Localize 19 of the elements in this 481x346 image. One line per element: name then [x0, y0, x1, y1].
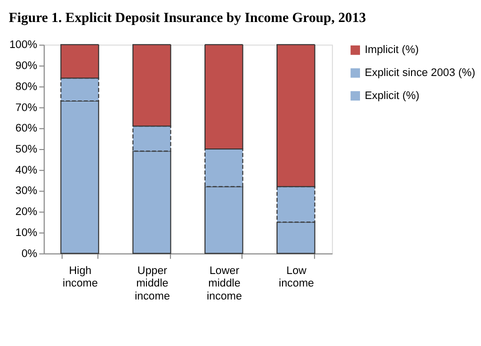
- y-tick-label: 90%: [15, 60, 38, 72]
- x-tick-label: Low income: [278, 264, 314, 290]
- y-tick-label: 60%: [15, 122, 38, 135]
- y-tick-label: 40%: [15, 164, 38, 176]
- legend-label: Explicit (%): [364, 90, 420, 102]
- y-tick-label: 80%: [15, 80, 38, 93]
- legend-label: Implicit (%): [364, 44, 419, 56]
- y-tick-label: 10%: [15, 226, 38, 239]
- y-tick-label: 30%: [15, 185, 38, 198]
- y-tick-label: 20%: [15, 206, 38, 218]
- y-tick-label: 50%: [15, 144, 38, 156]
- x-tick-label: Upper middle income: [134, 264, 170, 303]
- y-tick-label: 100%: [9, 39, 38, 52]
- y-tick-label: 0%: [21, 248, 38, 260]
- x-tick-label: Lower middle income: [206, 264, 242, 303]
- chart-title: Figure 1. Explicit Deposit Insurance by Income Group, 2013: [8, 10, 366, 26]
- x-tick-label: High income: [62, 264, 98, 290]
- y-tick-label: 70%: [15, 102, 38, 114]
- legend-label: Explicit since 2003 (%): [364, 66, 476, 79]
